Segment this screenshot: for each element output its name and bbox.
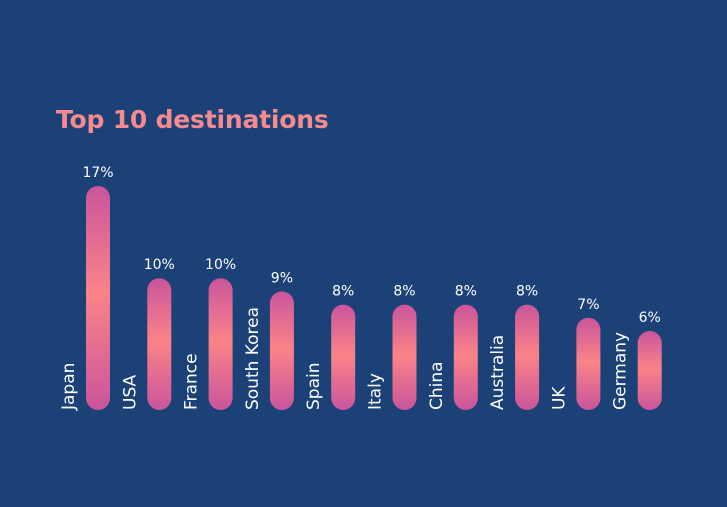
- bar-china: [453, 304, 478, 410]
- value-label: 10%: [205, 257, 236, 273]
- value-label: 6%: [639, 310, 661, 326]
- chart-title: Top 10 destinations: [56, 105, 329, 134]
- value-label: 10%: [144, 257, 175, 273]
- bar-spain: [331, 304, 356, 410]
- value-label: 8%: [393, 284, 415, 300]
- category-label: Spain: [304, 363, 324, 411]
- value-label: 9%: [271, 270, 293, 286]
- bar-japan: [86, 186, 110, 410]
- bar-france: [208, 278, 233, 410]
- bar-usa: [147, 278, 172, 410]
- value-label: 8%: [332, 284, 354, 300]
- category-label: France: [182, 353, 202, 410]
- category-label: Japan: [59, 363, 79, 411]
- value-label: 8%: [455, 284, 477, 300]
- category-label: Italy: [366, 373, 386, 410]
- bar-germany: [637, 330, 662, 410]
- bar-uk: [576, 317, 601, 410]
- category-label: UK: [549, 386, 569, 410]
- value-label: 7%: [577, 297, 599, 313]
- bar-australia: [515, 304, 540, 410]
- category-label: USA: [120, 374, 140, 410]
- category-label: Australia: [488, 335, 508, 410]
- bar-italy: [392, 304, 417, 410]
- value-label: 17%: [82, 165, 113, 181]
- bar-south-korea: [269, 291, 294, 410]
- category-label: South Korea: [243, 307, 263, 410]
- category-label: China: [427, 361, 447, 410]
- category-label: Germany: [611, 332, 631, 410]
- value-label: 8%: [516, 284, 538, 300]
